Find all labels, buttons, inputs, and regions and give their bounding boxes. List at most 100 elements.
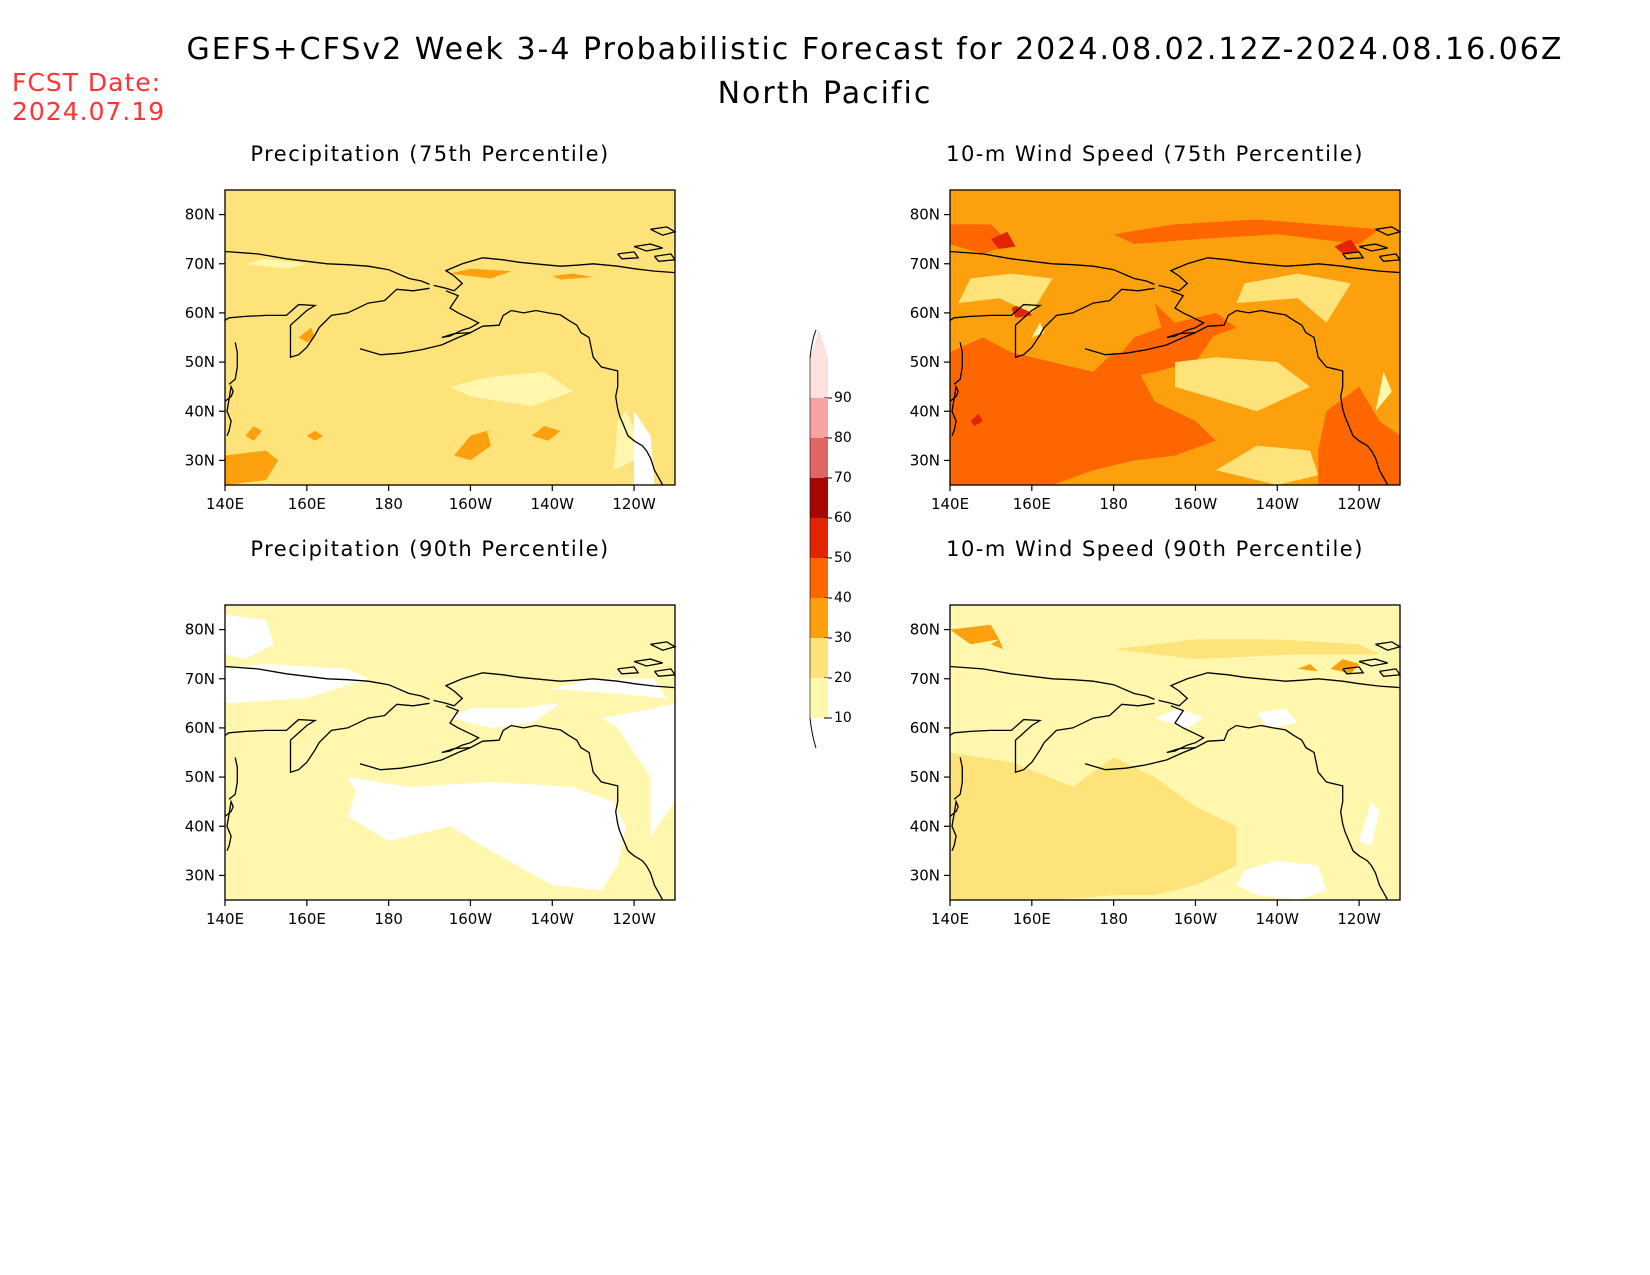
y-tick-label: 40N (185, 402, 215, 420)
main-title: GEFS+CFSv2 Week 3-4 Probabilistic Foreca… (186, 32, 1564, 67)
coastline (1342, 251, 1365, 260)
contour-region (958, 273, 1053, 313)
x-tick-label: 140W (1256, 495, 1300, 513)
y-tick-label: 80N (185, 621, 215, 639)
x-tick-label: 160E (288, 910, 326, 928)
contour-region (990, 231, 1016, 249)
coastline (224, 384, 234, 437)
x-tick-label: 180 (1099, 495, 1128, 513)
coastline (1158, 672, 1401, 707)
coastline (1166, 290, 1389, 486)
contour-region (1334, 239, 1360, 254)
colorbar-label: 30 (834, 630, 852, 646)
contour-region (245, 426, 262, 441)
colorbar-swatch (810, 438, 828, 478)
y-tick-label: 70N (910, 255, 940, 273)
colorbar-top-arrow (810, 330, 828, 358)
coastline (433, 257, 676, 292)
colorbar-label: 20 (834, 670, 852, 686)
coastline (953, 342, 963, 385)
coastline (949, 287, 1155, 359)
x-tick-label: 160E (1013, 910, 1051, 928)
map-frame (949, 604, 1401, 901)
coastline (224, 287, 430, 359)
y-tick-label: 70N (910, 670, 940, 688)
x-tick-label: 180 (1099, 910, 1128, 928)
y-tick-label: 80N (910, 206, 940, 224)
coastline (949, 665, 1155, 700)
y-tick-label: 30N (185, 451, 215, 469)
contour-region (450, 742, 512, 768)
colorbar-swatch (810, 358, 828, 398)
contour-region (225, 664, 369, 704)
y-tick-label: 50N (910, 768, 940, 786)
coastline (949, 250, 1155, 285)
coastline (441, 705, 664, 901)
colorbar-swatch (810, 478, 828, 518)
x-tick-label: 120W (612, 495, 656, 513)
coastline (441, 290, 664, 486)
x-tick-label: 140E (206, 910, 244, 928)
contour-region (450, 268, 512, 279)
colorbar-outline (809, 329, 817, 359)
contour-region (613, 411, 639, 471)
contour-region (601, 703, 675, 837)
coastline (1342, 666, 1365, 675)
x-tick-label: 140W (1256, 910, 1300, 928)
contour-region (1256, 708, 1298, 728)
x-tick-label: 160W (1174, 495, 1218, 513)
x-tick-label: 120W (612, 910, 656, 928)
coastline (1158, 257, 1401, 292)
x-tick-label: 120W (1337, 495, 1381, 513)
map-panel-wind90: 140E 160E 180 160W 140W 120W 80N 70N 60N 50N 40N 30… (910, 604, 1402, 928)
contour-region (1236, 273, 1351, 323)
y-tick-label: 60N (185, 719, 215, 737)
y-tick-label: 60N (910, 719, 940, 737)
coastline (949, 384, 959, 437)
panel-title-wind90: 10-m Wind Speed (90th Percentile) (946, 537, 1364, 561)
contour-region (552, 273, 594, 280)
y-tick-label: 60N (185, 304, 215, 322)
contour-region (306, 430, 324, 441)
colorbar-label: 60 (834, 510, 852, 526)
x-tick-label: 160W (1174, 910, 1218, 928)
x-tick-label: 160E (288, 495, 326, 513)
y-tick-label: 60N (910, 304, 940, 322)
contour-region (1297, 664, 1319, 672)
coastline (1084, 331, 1196, 356)
x-tick-label: 180 (374, 910, 403, 928)
y-tick-label: 30N (910, 451, 940, 469)
forecast-date-label: FCST Date: (12, 68, 162, 97)
contour-region (1375, 371, 1392, 412)
contour-region (1113, 219, 1380, 245)
map-frame (224, 604, 676, 901)
y-tick-label: 40N (185, 817, 215, 835)
contour-region (245, 258, 307, 269)
x-tick-label: 140W (531, 495, 575, 513)
y-tick-label: 50N (185, 768, 215, 786)
colorbar-label: 80 (834, 430, 852, 446)
coastline (359, 331, 471, 356)
x-tick-label: 140W (531, 910, 575, 928)
coastline (228, 757, 238, 800)
coastline (617, 251, 640, 260)
contour-region (454, 430, 491, 461)
x-tick-label: 180 (374, 495, 403, 513)
colorbar-swatch (810, 678, 828, 718)
coastline (359, 746, 471, 771)
colorbar-swatch (810, 638, 828, 678)
x-tick-label: 160E (1013, 495, 1051, 513)
y-tick-label: 30N (910, 866, 940, 884)
contour-region (1215, 445, 1319, 485)
y-tick-label: 30N (185, 866, 215, 884)
coastline (949, 702, 1155, 774)
x-tick-label: 160W (449, 495, 493, 513)
coastline (949, 799, 959, 852)
coastline (228, 342, 238, 385)
contour-region (531, 426, 561, 441)
region-subtitle: North Pacific (717, 76, 933, 111)
y-tick-label: 50N (910, 353, 940, 371)
colorbar-swatch (810, 558, 828, 598)
contour-region (1318, 386, 1400, 485)
contour-region (1236, 860, 1327, 900)
